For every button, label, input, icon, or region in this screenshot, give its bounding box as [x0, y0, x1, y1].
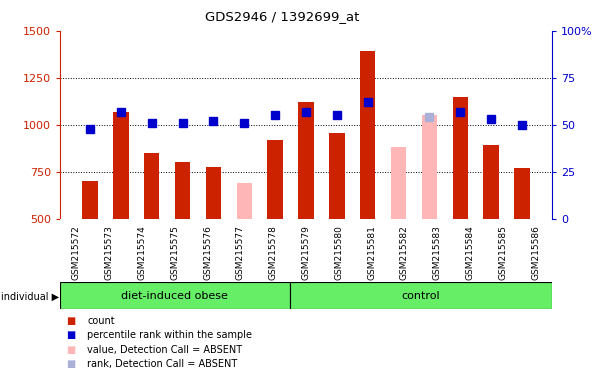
- Bar: [484, 146, 499, 219]
- Text: GSM215581: GSM215581: [367, 225, 376, 280]
- Text: control: control: [401, 291, 440, 301]
- Text: GSM215586: GSM215586: [531, 225, 540, 280]
- Text: individual ▶: individual ▶: [1, 291, 59, 301]
- Bar: [268, 140, 283, 219]
- Text: ■: ■: [66, 330, 75, 340]
- Text: GSM215584: GSM215584: [466, 225, 475, 280]
- Text: GSM215578: GSM215578: [269, 225, 278, 280]
- Bar: [82, 181, 98, 219]
- Text: ■: ■: [66, 316, 75, 326]
- Text: ■: ■: [66, 345, 75, 355]
- Bar: [144, 153, 160, 219]
- Bar: [236, 183, 252, 219]
- Bar: [514, 168, 530, 219]
- Bar: [298, 102, 314, 219]
- Bar: [206, 167, 221, 219]
- Bar: [329, 133, 344, 219]
- Text: percentile rank within the sample: percentile rank within the sample: [87, 330, 252, 340]
- Text: rank, Detection Call = ABSENT: rank, Detection Call = ABSENT: [87, 359, 237, 369]
- Text: GSM215580: GSM215580: [334, 225, 343, 280]
- Text: value, Detection Call = ABSENT: value, Detection Call = ABSENT: [87, 345, 242, 355]
- Text: GSM215574: GSM215574: [137, 225, 146, 280]
- Text: GSM215576: GSM215576: [203, 225, 212, 280]
- Bar: [290, 282, 552, 309]
- Text: GSM215577: GSM215577: [236, 225, 245, 280]
- Text: GSM215583: GSM215583: [433, 225, 442, 280]
- Bar: [360, 51, 376, 219]
- Bar: [113, 112, 128, 219]
- Text: GSM215582: GSM215582: [400, 225, 409, 280]
- Bar: [60, 282, 290, 309]
- Bar: [175, 162, 190, 219]
- Text: GSM215572: GSM215572: [72, 225, 81, 280]
- Text: count: count: [87, 316, 115, 326]
- Text: GSM215573: GSM215573: [105, 225, 114, 280]
- Text: ■: ■: [66, 359, 75, 369]
- Text: GSM215585: GSM215585: [498, 225, 508, 280]
- Bar: [422, 115, 437, 219]
- Bar: [391, 147, 406, 219]
- Bar: [452, 97, 468, 219]
- Text: GDS2946 / 1392699_at: GDS2946 / 1392699_at: [205, 10, 359, 23]
- Text: diet-induced obese: diet-induced obese: [121, 291, 228, 301]
- Text: GSM215575: GSM215575: [170, 225, 179, 280]
- Text: GSM215579: GSM215579: [302, 225, 311, 280]
